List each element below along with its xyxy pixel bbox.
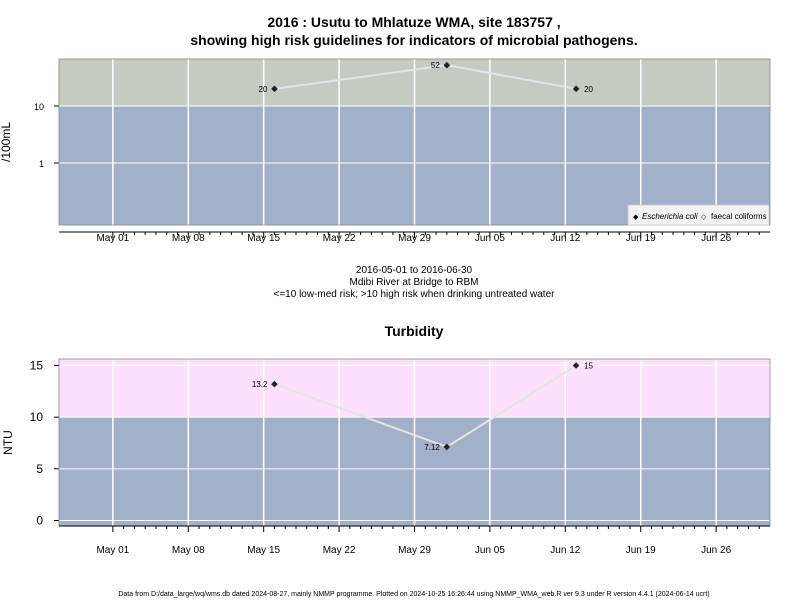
x-tick-label: May 22 <box>323 233 356 244</box>
x-tick-label: Jun 26 <box>701 233 731 244</box>
legend-box <box>627 204 770 226</box>
y-axis-label: /100mL <box>0 122 13 162</box>
footer-note: Data from D:/data_large/wq/wms.db dated … <box>118 591 709 598</box>
x-tick-label: Jun 26 <box>701 545 731 556</box>
x-tick-label: Jun 19 <box>626 545 656 556</box>
figure-title-line1: 2016 : Usutu to Mhlatuze WMA, site 18375… <box>267 14 560 30</box>
data-point <box>572 362 580 369</box>
y-axis-label: NTU <box>1 430 15 455</box>
data-point <box>443 443 451 451</box>
x-tick-label: Jun 12 <box>550 545 580 556</box>
y-tick-label: 0 <box>36 514 43 528</box>
data-label: 52 <box>431 61 440 70</box>
turbidity-chart: May 01 May 08 May 15 May 22 May 29 Jun 05 Jun … <box>1 359 771 556</box>
x-tick-label: May 15 <box>247 545 280 556</box>
data-label: 7.12 <box>424 443 440 452</box>
caption-site-name: Mdibi River at Bridge to RBM <box>350 277 479 288</box>
legend-label-faecal: faecal coliforms <box>711 212 767 221</box>
data-label: 15 <box>584 362 593 371</box>
legend-marker-ecoli: ◆ <box>633 214 639 221</box>
legend-label-ecoli: Escherichia coli <box>642 212 698 221</box>
x-tick-label: May 22 <box>323 545 356 556</box>
x-tick-label: Jun 19 <box>626 233 656 244</box>
x-tick-label: May 29 <box>398 545 431 556</box>
x-tick-label: May 01 <box>96 545 129 556</box>
y-tick-label: 1 <box>39 159 44 169</box>
y-tick-label: 10 <box>30 410 44 424</box>
y-tick-label: 5 <box>36 462 43 476</box>
x-tick-label: May 29 <box>398 233 431 244</box>
data-point <box>443 61 451 69</box>
turbidity-title: Turbidity <box>385 323 444 339</box>
x-tick-label: Jun 12 <box>550 233 580 244</box>
x-tick-label: Jun 05 <box>475 545 505 556</box>
x-tick-label: May 08 <box>172 545 205 556</box>
ecoli-chart: May 01 May 08 May 15 May 22 May 29 Jun 05 Jun … <box>0 58 771 244</box>
caption-risk-guideline: <=10 low-med risk; >10 high risk when dr… <box>274 289 556 300</box>
x-tick-label: May 08 <box>172 233 205 244</box>
x-tick-label: May 01 <box>96 233 129 244</box>
y-tick-label: 10 <box>34 102 44 112</box>
x-tick-label: May 15 <box>247 233 280 244</box>
data-point <box>271 85 278 93</box>
data-label: 20 <box>584 85 593 94</box>
legend-marker-faecal: ◇ <box>701 214 707 221</box>
plot-frame <box>58 58 771 226</box>
y-tick-label: 15 <box>30 359 44 373</box>
data-point <box>271 380 278 388</box>
x-tick-label: Jun 05 <box>475 233 505 244</box>
ecoli-caption: 2016-05-01 to 2016-06-30 Mdibi River at … <box>274 265 556 300</box>
figure-title-line2: showing high risk guidelines for indicat… <box>190 32 637 48</box>
data-label: 13.2 <box>252 380 268 389</box>
data-label: 20 <box>259 85 268 94</box>
data-point <box>572 85 580 93</box>
caption-date-range: 2016-05-01 to 2016-06-30 <box>356 265 473 276</box>
